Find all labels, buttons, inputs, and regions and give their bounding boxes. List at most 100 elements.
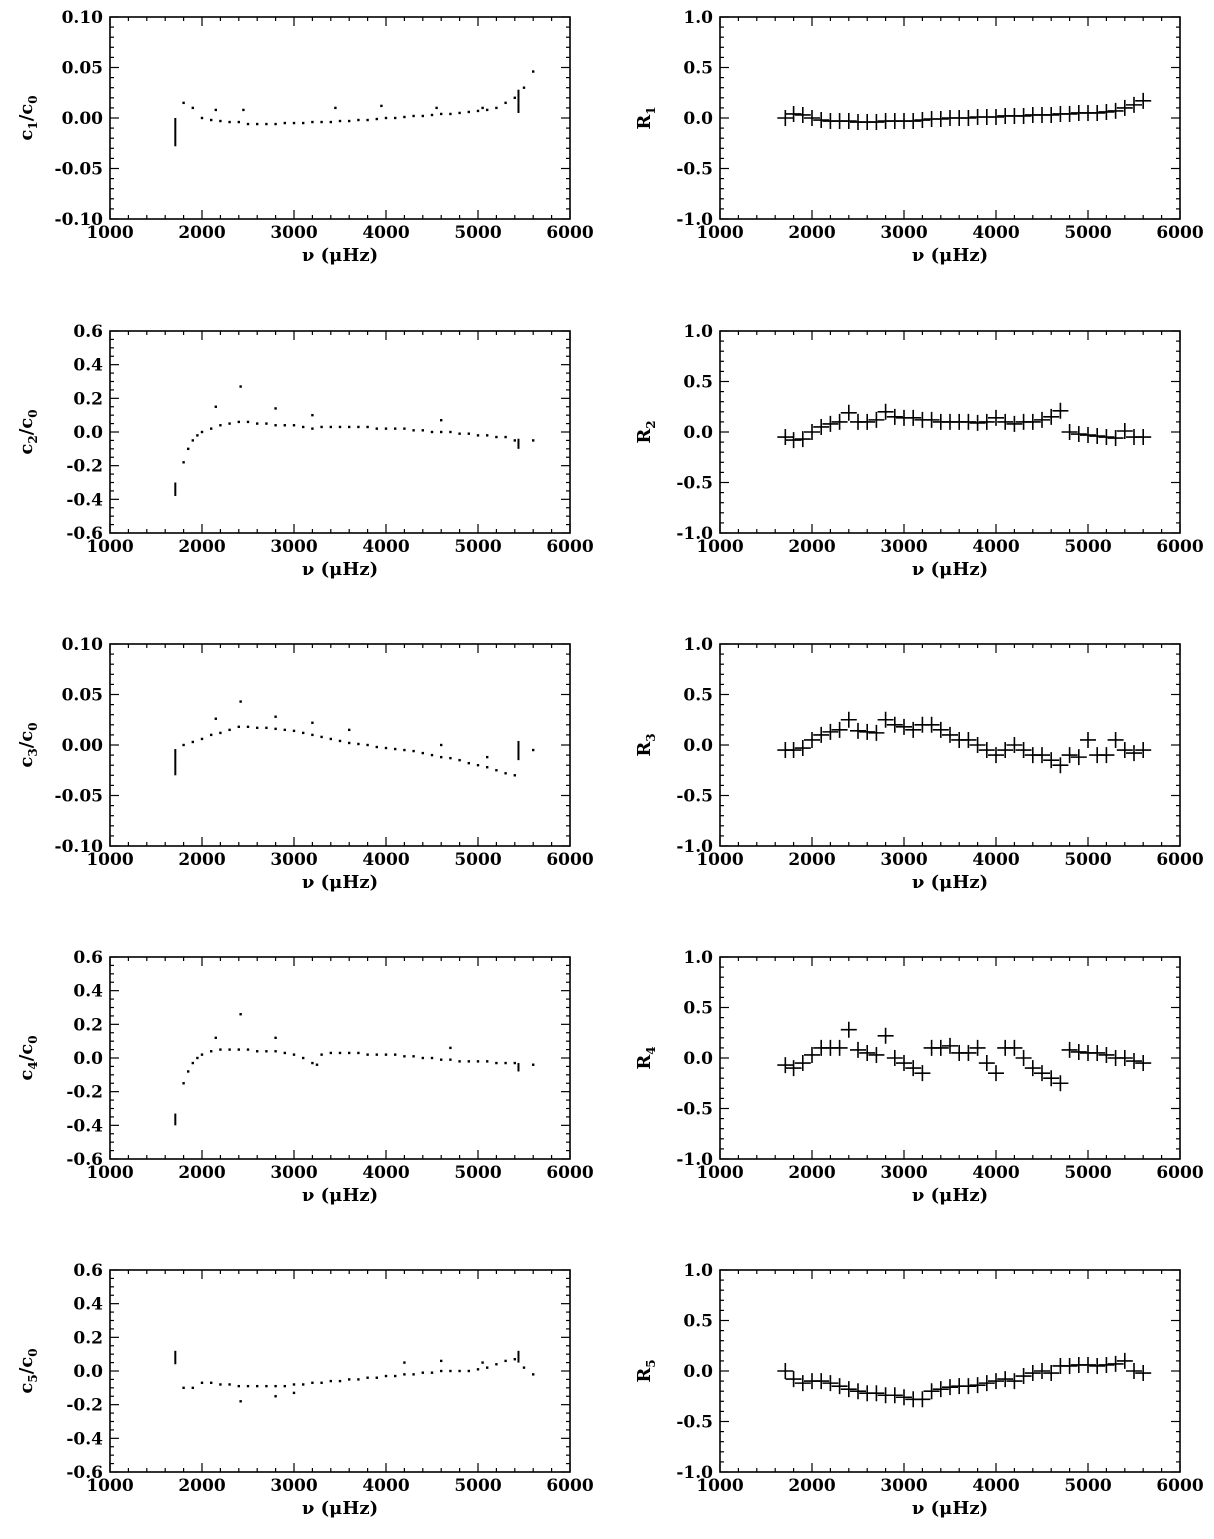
- data-point: [905, 721, 922, 738]
- data-point: [960, 110, 977, 126]
- y-tick-label: 0.5: [683, 1312, 713, 1332]
- y-tick-label: -1.0: [676, 837, 713, 857]
- y-axis-label-sub: 4: [26, 1061, 40, 1069]
- data-point: [997, 413, 1014, 430]
- data-point: [1052, 402, 1069, 419]
- y-tick-label: 0.2: [73, 1328, 103, 1348]
- data-point: [228, 120, 231, 124]
- y-tick-label: 0.4: [73, 356, 103, 376]
- data-point: [960, 1378, 977, 1395]
- data-point: [932, 1381, 949, 1398]
- x-tick-label: 1000: [696, 223, 743, 243]
- data-point: [265, 1384, 268, 1388]
- y-tick-label: 0.5: [683, 373, 713, 393]
- y-axis-label-rest: /c: [16, 1357, 37, 1375]
- y-axis-label-rest: /c: [16, 104, 37, 122]
- data-point: [214, 108, 217, 112]
- data-point: [831, 1039, 848, 1056]
- data-point: [274, 1384, 277, 1388]
- data-point: [1043, 408, 1060, 425]
- data-point: [311, 1381, 314, 1384]
- x-tick-label: 1000: [86, 1163, 133, 1183]
- x-axis-label: ν (μHz): [912, 1185, 988, 1206]
- data-point: [859, 413, 876, 430]
- data-point: [256, 726, 259, 730]
- y-axis-label-main: R: [634, 428, 655, 444]
- data-point: [1135, 92, 1152, 109]
- data-point: [394, 427, 397, 430]
- data-point: [210, 118, 213, 122]
- data-point: [375, 745, 378, 749]
- x-tick-label: 5000: [454, 1476, 501, 1496]
- data-point: [896, 1389, 912, 1406]
- y-tick-label: 1.0: [683, 1261, 713, 1281]
- data-point: [283, 1384, 286, 1388]
- data-point: [486, 755, 489, 759]
- data-point: [329, 737, 332, 741]
- data-point: [1034, 1065, 1050, 1082]
- data-point: [403, 1055, 406, 1058]
- data-point: [320, 735, 323, 739]
- data-point: [1015, 1368, 1032, 1385]
- data-point: [274, 1395, 277, 1398]
- y-axis-label-sub: 4: [644, 1046, 658, 1054]
- data-point: [794, 1055, 811, 1072]
- data-point: [292, 1383, 296, 1386]
- data-point: [868, 114, 885, 131]
- data-point: [449, 756, 452, 760]
- data-point: [449, 112, 452, 116]
- data-point: [467, 432, 470, 435]
- data-point: [348, 1051, 351, 1055]
- x-tick-label: 2000: [788, 223, 835, 243]
- x-tick-label: 6000: [1156, 537, 1203, 557]
- data-point: [421, 1056, 424, 1060]
- data-point: [504, 772, 507, 775]
- data-point: [237, 1048, 240, 1051]
- data-point: [302, 121, 305, 125]
- data-point: [914, 112, 931, 129]
- data-point: [210, 1381, 213, 1384]
- x-tick-label: 6000: [1156, 1476, 1203, 1496]
- y-tick-label: -0.5: [676, 160, 713, 180]
- data-point: [850, 1383, 866, 1400]
- data-point: [384, 1374, 388, 1378]
- y-axis-label-sub: 3: [26, 748, 40, 756]
- x-tick-label: 4000: [362, 223, 409, 243]
- data-point: [274, 715, 277, 718]
- y-axis-label-sub: 2: [644, 420, 658, 428]
- data-point: [256, 1384, 259, 1388]
- panel-c1: 1000 2000 3000 4000 5000 6000 -0.10 -0.05 0.00 0.…: [16, 8, 594, 266]
- data-point: [1098, 1046, 1115, 1063]
- y-tick-label: 0.6: [73, 322, 103, 342]
- data-point: [932, 721, 949, 738]
- data-point: [467, 761, 470, 765]
- data-point: [228, 1383, 231, 1386]
- data-point: [430, 1371, 434, 1374]
- data-point: [1052, 1075, 1069, 1092]
- data-point: [311, 733, 314, 737]
- data-point: [265, 726, 268, 730]
- y-tick-label: -0.10: [55, 210, 104, 230]
- data-point: [813, 726, 830, 743]
- data-point: [960, 731, 977, 748]
- data-point: [1107, 1355, 1124, 1372]
- y-axis-label-sub2: 0: [26, 1035, 40, 1043]
- x-axis-label: ν (μHz): [302, 559, 378, 580]
- data-point: [1116, 742, 1133, 759]
- data-point: [320, 120, 323, 124]
- data-point: [265, 1050, 268, 1053]
- data-point: [532, 70, 535, 73]
- y-tick-label: 0.0: [73, 1362, 103, 1382]
- data-point: [1052, 757, 1069, 774]
- data-point: [877, 711, 894, 728]
- y-axis-label-sub2: 0: [26, 95, 40, 103]
- x-tick-label: 5000: [1064, 1476, 1111, 1496]
- data-point: [988, 1065, 1004, 1082]
- x-tick-label: 1000: [696, 1163, 743, 1183]
- data-point: [813, 418, 830, 435]
- data-point: [256, 422, 259, 425]
- data-point: [214, 1036, 217, 1039]
- data-point: [1116, 1352, 1133, 1369]
- y-axis-label-main: c: [16, 130, 37, 141]
- y-tick-label: -0.6: [66, 1150, 103, 1170]
